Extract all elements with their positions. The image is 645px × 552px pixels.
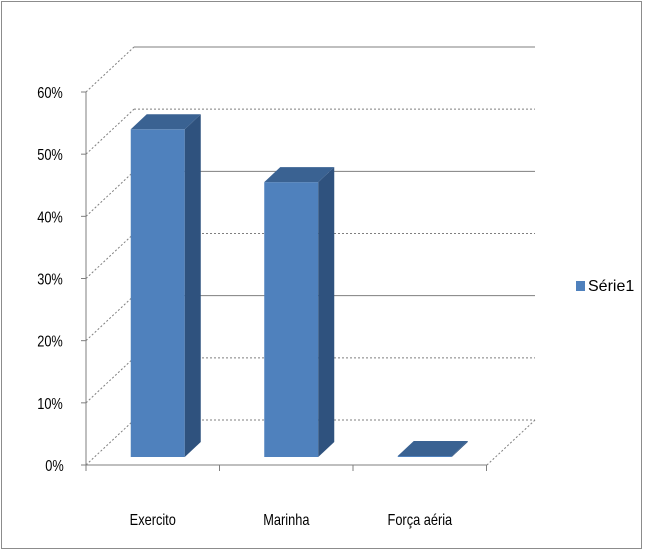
- side-wall-gridline: [85, 295, 135, 342]
- floor-right-edge: [486, 419, 536, 466]
- bar-força-aéria: [397, 441, 468, 457]
- side-wall-gridline: [85, 170, 135, 217]
- bar-exercito: [130, 114, 201, 458]
- y-tick-label: 50%: [37, 147, 63, 165]
- y-tick-label: 10%: [37, 396, 63, 414]
- y-tick-label: 40%: [37, 209, 63, 227]
- side-wall-gridline: [85, 357, 135, 404]
- legend-label-serie1: Série1: [588, 278, 634, 295]
- side-wall-gridline: [85, 108, 135, 155]
- bar-front-face: [397, 456, 452, 457]
- x-tick-label: Exercito: [130, 512, 176, 530]
- bar-top-face: [264, 167, 335, 183]
- bar-side-face: [451, 441, 468, 457]
- y-tick-label: 20%: [37, 333, 63, 351]
- legend-swatch-serie1: [576, 281, 585, 291]
- legend: Série1: [576, 278, 634, 295]
- bar-marinha: [264, 167, 335, 457]
- side-wall-gridline: [85, 46, 135, 93]
- gridlines: [85, 46, 535, 466]
- side-wall-gridline: [85, 233, 135, 279]
- side-wall-gridline: [85, 419, 135, 466]
- bars: [130, 114, 468, 458]
- y-tick-label: 60%: [37, 85, 63, 103]
- y-tick-label: 30%: [37, 271, 63, 289]
- x-tick-label: Força aéria: [388, 512, 453, 530]
- x-axis-tick-labels: Exercito Marinha Força aéria: [130, 512, 453, 530]
- y-axis-tick-labels: 0% 10% 20% 30% 40% 50% 60%: [37, 85, 64, 476]
- bar-side-face: [318, 167, 335, 457]
- bar-side-face: [184, 114, 201, 458]
- bar-front-face: [130, 129, 185, 458]
- y-tick-label: 0%: [45, 458, 64, 476]
- bar-top-face: [130, 114, 201, 130]
- x-tick-label: Marinha: [263, 512, 310, 530]
- axes: [81, 91, 536, 471]
- bar-top-face: [397, 441, 468, 456]
- bar-front-face: [264, 182, 319, 457]
